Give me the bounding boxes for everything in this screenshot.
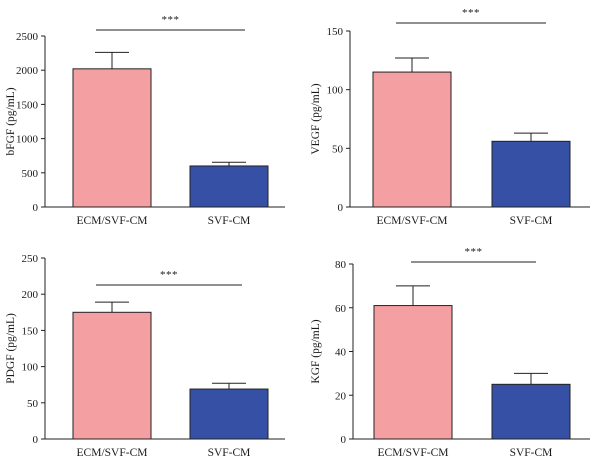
pdgf-y-tick-label: 50 <box>27 398 39 410</box>
vegf-category-label: SVF-CM <box>510 215 553 227</box>
pdgf-y-tick-label: 250 <box>22 253 39 265</box>
bfgf-category-label: SVF-CM <box>208 215 251 227</box>
kgf-y-tick-label: 20 <box>335 390 347 402</box>
vegf-bar <box>491 140 571 208</box>
kgf-category-label: ECM/SVF-CM <box>378 447 449 459</box>
kgf-panel: 0 20 40 60 80 KGF (pg/mL) ECM/SVF-CM SVF-CM *** <box>310 246 590 459</box>
pdgf-bar <box>72 311 152 440</box>
bfgf-bar <box>72 68 152 208</box>
kgf-y-tick-label: 0 <box>341 434 347 446</box>
kgf-y-tick-label: 60 <box>335 303 347 315</box>
vegf-y-tick-label: 50 <box>332 143 344 155</box>
pdgf-y-axis-title: PDGF (pg/mL) <box>5 313 17 384</box>
vegf-significance-label: *** <box>462 7 480 19</box>
vegf-y-axis-title: VEGF (pg/mL) <box>310 83 322 154</box>
vegf-y-tick-label: 100 <box>327 85 344 97</box>
kgf-y-tick-label: 40 <box>335 347 347 359</box>
vegf-bar <box>372 71 452 208</box>
kgf-significance-label: *** <box>465 246 483 258</box>
bfgf-panel: 0 500 1000 1500 2000 2500 bFGF (pg/mL) ECM/SVF-… <box>5 14 285 227</box>
bfgf-y-axis-title: bFGF (pg/mL) <box>5 87 17 155</box>
kgf-y-tick-label: 80 <box>335 259 347 271</box>
vegf-panel: 0 50 100 150 VEGF (pg/mL) ECM/SVF-CM SVF-CM *** <box>310 7 590 227</box>
vegf-y-tick-label: 150 <box>327 26 344 38</box>
kgf-bar <box>491 383 571 440</box>
pdgf-category-label: SVF-CM <box>208 447 251 459</box>
bfgf-y-tick-label: 0 <box>33 202 39 214</box>
bfgf-significance-label: *** <box>162 14 180 26</box>
bfgf-bar <box>189 165 269 208</box>
bfgf-category-label: ECM/SVF-CM <box>77 215 148 227</box>
bfgf-y-tick-label: 1000 <box>16 134 39 146</box>
pdgf-y-tick-label: 150 <box>22 325 39 337</box>
pdgf-y-tick-label: 200 <box>22 289 39 301</box>
bfgf-y-tick-label: 500 <box>22 168 39 180</box>
pdgf-y-tick-label: 100 <box>22 362 39 374</box>
kgf-y-axis-title: KGF (pg/mL) <box>310 319 322 383</box>
pdgf-significance-label: *** <box>160 269 178 281</box>
pdgf-category-label: ECM/SVF-CM <box>77 447 148 459</box>
pdgf-y-tick-label: 0 <box>33 434 39 446</box>
pdgf-panel: 0 50 100 150 200 250 PDGF (pg/mL) ECM/SVF-CM SVF… <box>5 253 285 459</box>
vegf-y-tick-label: 0 <box>338 202 344 214</box>
kgf-bar <box>373 305 453 440</box>
kgf-category-label: SVF-CM <box>510 447 553 459</box>
bfgf-y-tick-label: 2500 <box>16 31 39 43</box>
vegf-category-label: ECM/SVF-CM <box>377 215 448 227</box>
bfgf-y-tick-label: 2000 <box>16 65 39 77</box>
bfgf-y-tick-label: 1500 <box>16 99 39 111</box>
pdgf-bar <box>189 388 269 440</box>
